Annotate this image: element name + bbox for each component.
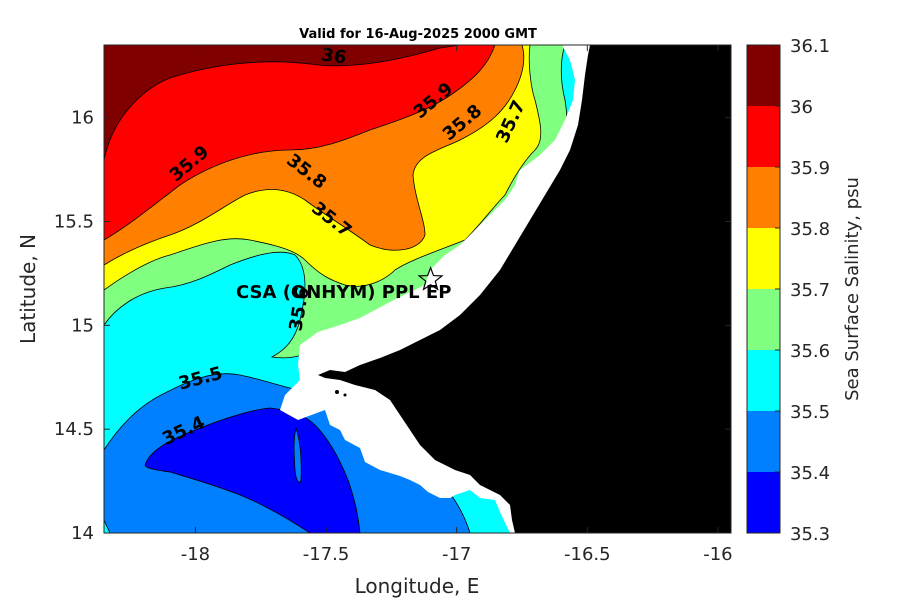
colorbar-segment: [747, 289, 780, 350]
colorbar-ticks: 35.3 35.4 35.5 35.6 35.7 35.8 35.9 36 36.1: [775, 36, 830, 545]
y-tick-label: 15: [71, 315, 94, 336]
colorbar-segment: [747, 167, 780, 228]
salinity-map: 36 35.9 35.9 35.8 35.8 35.7 35.7 35.6 35…: [104, 44, 731, 533]
colorbar-segment: [747, 350, 780, 411]
colorbar-segment: [747, 106, 780, 167]
y-tick-label: 14.5: [54, 419, 94, 440]
y-tick-label: 16: [71, 108, 94, 129]
y-tick-label: 15.5: [54, 212, 94, 233]
colorbar-tick-label: 35.8: [790, 219, 830, 240]
contour-label-36: 36: [320, 44, 348, 68]
colorbar-segment: [747, 45, 780, 106]
x-tick-label: -17.5: [303, 544, 350, 565]
colorbar-tick-label: 35.5: [790, 402, 830, 423]
x-tick-label: -18: [181, 544, 210, 565]
colorbar-tick-label: 35.7: [790, 280, 830, 301]
x-tick-label: -17: [442, 544, 471, 565]
y-tick-label: 14: [71, 523, 94, 544]
x-axis-label: Longitude, E: [355, 574, 480, 598]
map-axes-frame: [103, 44, 732, 534]
colorbar-tick-label: 35.6: [790, 341, 830, 362]
land-mass: [318, 45, 731, 533]
colorbar-label: Sea Surface Salinity, psu: [842, 177, 863, 401]
colorbar-segment: [747, 228, 780, 289]
station-star-icon: [417, 265, 444, 291]
colorbar-segment: [747, 411, 780, 472]
y-axis-ticks: 14 14.5 15 15.5 16: [54, 108, 731, 544]
band-35.3-35.4: [144, 407, 361, 533]
colorbar-tick-label: 36.1: [790, 36, 830, 57]
band-35.3-35.4-island: [293, 426, 302, 483]
colorbar-tick-label: 35.9: [790, 158, 830, 179]
colorbar-tick-label: 35.3: [790, 524, 830, 545]
band-35.4-35.5-small: [104, 519, 111, 533]
colorbar: [747, 45, 780, 533]
station-label: CSA (ONHYM) PPL EP: [236, 282, 451, 303]
x-tick-label: -16.5: [564, 544, 611, 565]
y-axis-label: Latitude, N: [16, 234, 40, 344]
x-tick-label: -16: [703, 544, 732, 565]
colorbar-tick-label: 36: [790, 97, 813, 118]
x-axis-ticks: -18 -17.5 -17 -16.5 -16: [181, 45, 733, 565]
islet: [343, 393, 347, 397]
colorbar-segment: [747, 472, 780, 533]
station-star-icon: [417, 265, 444, 291]
map-title: Valid for 16-Aug-2025 2000 GMT: [299, 27, 537, 42]
islet: [335, 390, 339, 394]
colorbar-tick-label: 35.4: [790, 463, 830, 484]
